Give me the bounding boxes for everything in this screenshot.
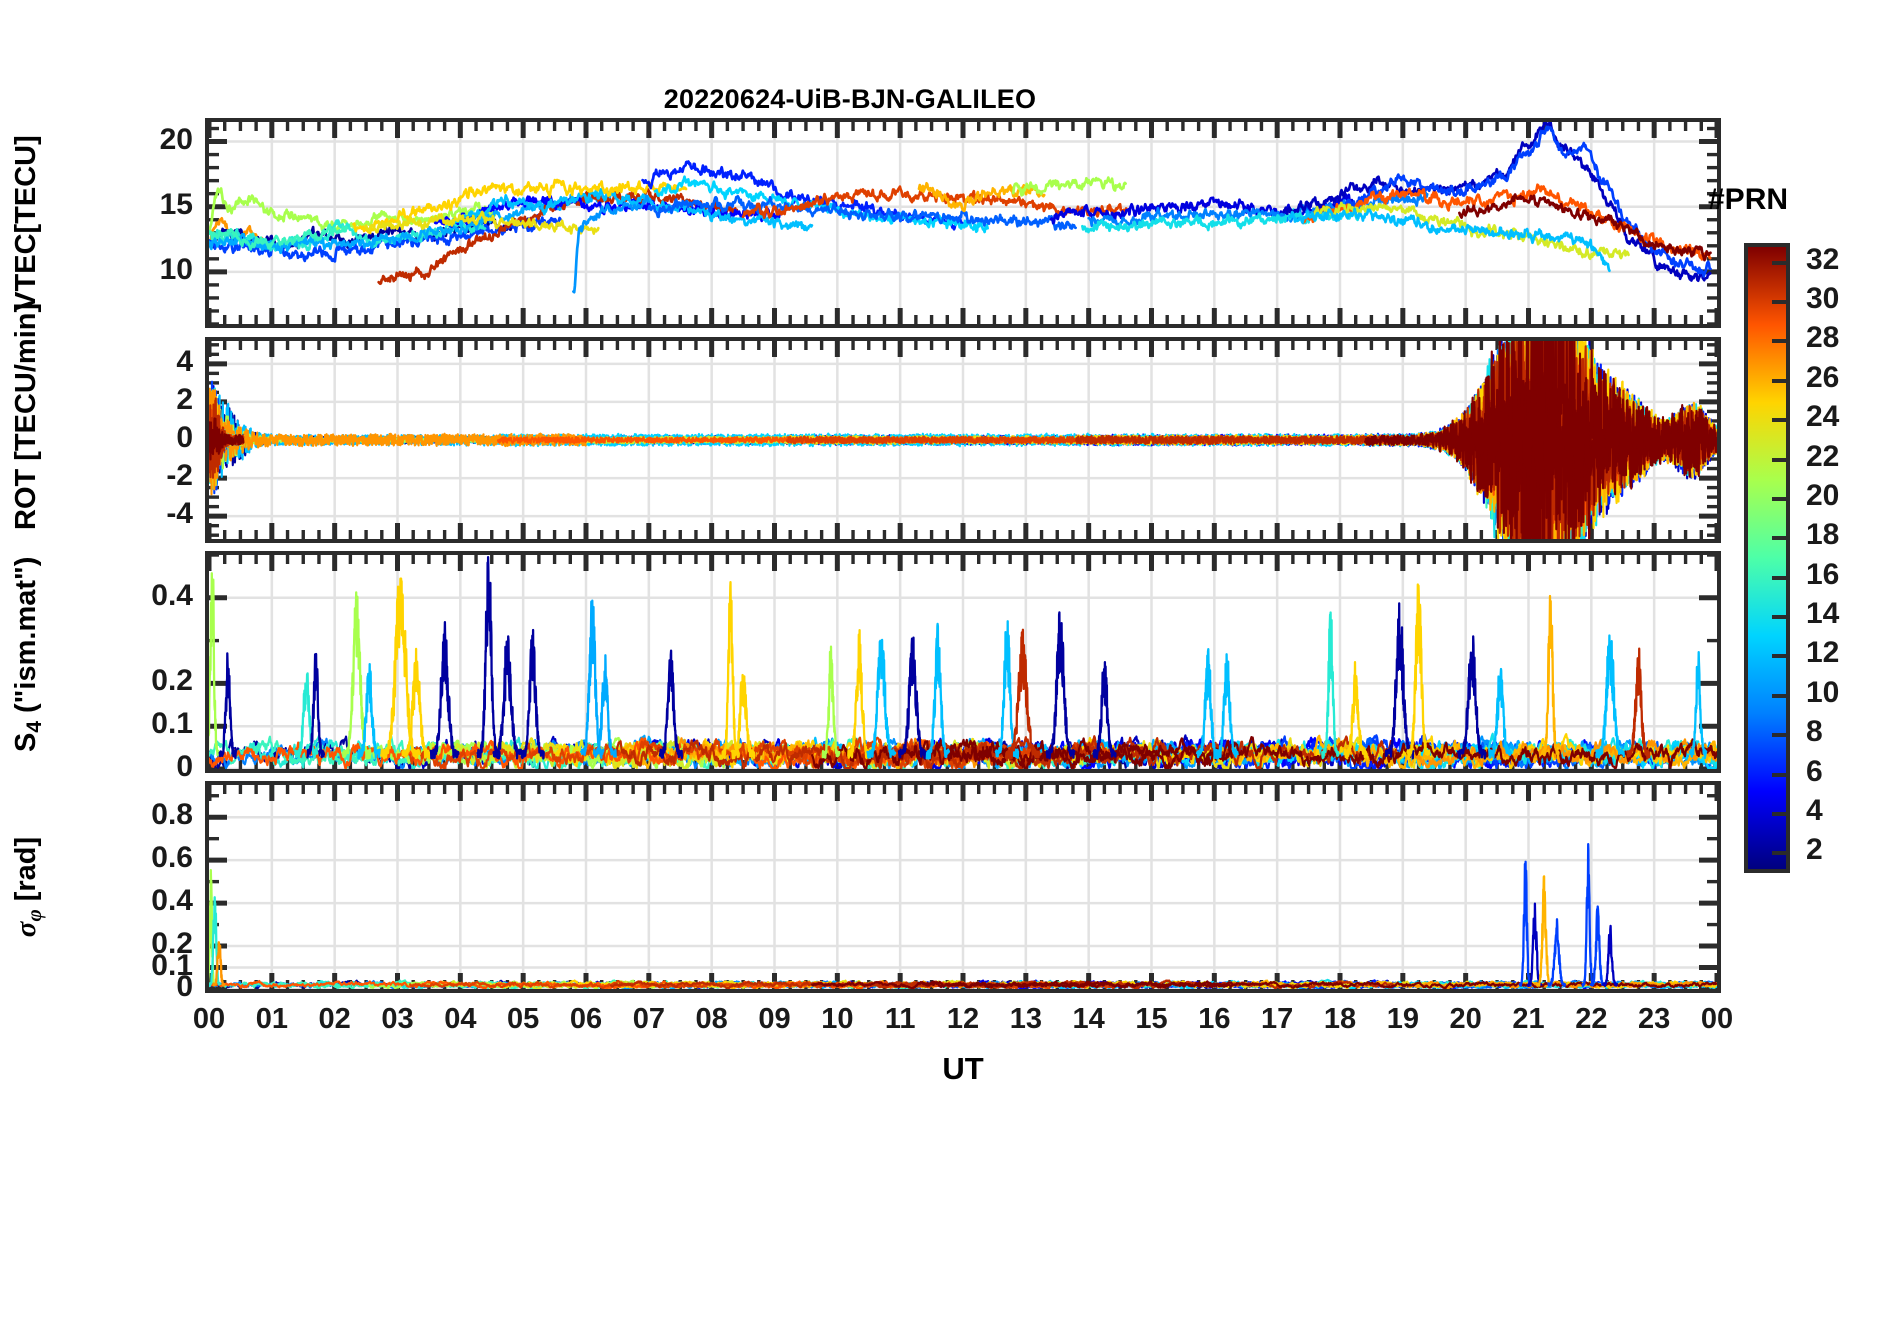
ytick-label: 0.4 — [151, 578, 193, 612]
ytick-label: -2 — [166, 459, 193, 493]
xtick-label: 16 — [1198, 1003, 1231, 1035]
colorbar-tick-label: 14 — [1806, 597, 1840, 631]
ylabel-vtec: VTEC[TECU] — [10, 135, 42, 311]
xtick-label: 08 — [695, 1003, 728, 1035]
ytick-label: 0.2 — [151, 927, 193, 961]
colorbar-tick-label: 10 — [1806, 675, 1840, 709]
colorbar-tick-label: 28 — [1806, 321, 1840, 355]
colorbar-tick-label: 30 — [1806, 282, 1840, 316]
xtick-label: 15 — [1135, 1003, 1168, 1035]
colorbar-gradient[interactable] — [1744, 243, 1790, 873]
ytick-label: 2 — [176, 382, 193, 416]
colorbar-tick-label: 8 — [1806, 715, 1823, 749]
colorbar-tick-label: 32 — [1806, 242, 1840, 276]
colorbar-tick-label: 6 — [1806, 754, 1823, 788]
xtick-label: 13 — [1009, 1003, 1042, 1035]
colorbar-tick-label: 20 — [1806, 478, 1840, 512]
colorbar-tickmark — [1772, 496, 1786, 501]
xtick-label: 10 — [821, 1003, 854, 1035]
ylabel-rot: ROT [TECU/min] — [10, 302, 42, 530]
colorbar-tickmark — [1772, 260, 1786, 265]
colorbar-tickmark — [1772, 300, 1786, 305]
xtick-label: 17 — [1261, 1003, 1294, 1035]
ytick-label: 0.1 — [151, 707, 193, 741]
colorbar-tick-label: 16 — [1806, 557, 1840, 591]
xtick-label: 09 — [758, 1003, 791, 1035]
xtick-label: 11 — [884, 1003, 916, 1035]
xtick-label: 06 — [569, 1003, 603, 1035]
ytick-label: 0.6 — [151, 841, 193, 875]
xtick-label: 19 — [1386, 1003, 1419, 1035]
colorbar-tickmark — [1772, 811, 1786, 816]
panel-s4[interactable] — [205, 551, 1721, 773]
colorbar-tick-label: 4 — [1806, 793, 1823, 827]
ytick-label: 0.2 — [151, 664, 193, 698]
xtick-label: 05 — [507, 1003, 540, 1035]
colorbar-tickmark — [1772, 418, 1786, 423]
colorbar-tickmark — [1772, 457, 1786, 462]
ylabel-s4: S4 ("ism.mat") — [10, 556, 46, 752]
colorbar-tickmark — [1772, 693, 1786, 698]
ytick-label: 0.8 — [151, 798, 193, 832]
xtick-label: 12 — [946, 1003, 980, 1035]
colorbar-tick-label: 12 — [1806, 636, 1840, 670]
colorbar-title: #PRN — [1708, 183, 1789, 216]
colorbar-tickmark — [1772, 575, 1786, 580]
colorbar-tick-label: 18 — [1806, 518, 1840, 552]
panel-vtec[interactable] — [205, 118, 1721, 328]
xtick-label: 03 — [381, 1003, 414, 1035]
xtick-label: 04 — [444, 1003, 477, 1035]
figure-title: 20220624-UiB-BJN-GALILEO — [663, 84, 1037, 114]
ytick-label: 4 — [176, 344, 193, 378]
panel-rot[interactable] — [205, 337, 1721, 543]
xtick-label: 00 — [1700, 1003, 1734, 1035]
xtick-label: 14 — [1072, 1003, 1105, 1035]
xtick-label: 21 — [1512, 1003, 1545, 1035]
colorbar-tick-label: 2 — [1806, 833, 1823, 867]
colorbar-tickmark — [1772, 378, 1786, 383]
xtick-label: 23 — [1638, 1003, 1671, 1035]
colorbar-tick-label: 26 — [1806, 360, 1840, 394]
xtick-label: 18 — [1323, 1003, 1357, 1035]
ytick-label: -4 — [166, 497, 193, 531]
ytick-label: 0 — [176, 970, 193, 1003]
ytick-label: 0 — [176, 750, 193, 783]
xtick-label: 20 — [1449, 1003, 1482, 1035]
colorbar-tickmark — [1772, 536, 1786, 541]
colorbar-tick-label: 22 — [1806, 439, 1840, 473]
ytick-label: 0.1 — [151, 948, 193, 982]
xaxis-label: UT — [942, 1051, 984, 1086]
colorbar-tickmark — [1772, 654, 1786, 659]
ytick-label: 10 — [159, 252, 193, 286]
colorbar-tickmark — [1772, 733, 1786, 738]
ytick-label: 0.4 — [151, 884, 193, 918]
ytick-label: 0 — [176, 421, 193, 454]
xtick-label: 00 — [192, 1003, 226, 1035]
ytick-label: 20 — [159, 122, 193, 156]
colorbar-tickmark — [1772, 851, 1786, 856]
colorbar-tickmark — [1772, 772, 1786, 777]
panel-sigma-phi[interactable] — [205, 781, 1721, 993]
xtick-label: 02 — [318, 1003, 351, 1035]
ylabel-sigma-phi: σφ [rad] — [10, 836, 46, 938]
xtick-label: 01 — [255, 1003, 288, 1035]
colorbar-tick-label: 24 — [1806, 400, 1840, 434]
ytick-label: 15 — [159, 187, 193, 221]
xtick-label: 07 — [632, 1003, 665, 1035]
xtick-label: 22 — [1575, 1003, 1608, 1035]
colorbar-tickmark — [1772, 615, 1786, 620]
colorbar-tickmark — [1772, 339, 1786, 344]
